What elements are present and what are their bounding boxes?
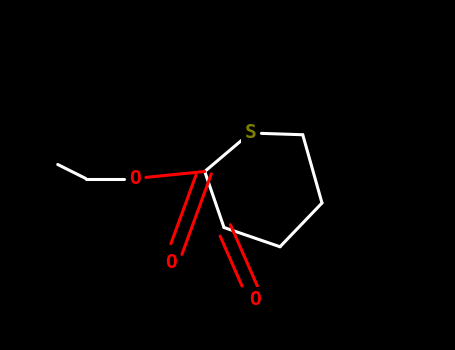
Text: O: O xyxy=(129,169,141,188)
Text: O: O xyxy=(250,290,261,309)
Text: O: O xyxy=(166,253,177,272)
Text: S: S xyxy=(244,124,256,142)
